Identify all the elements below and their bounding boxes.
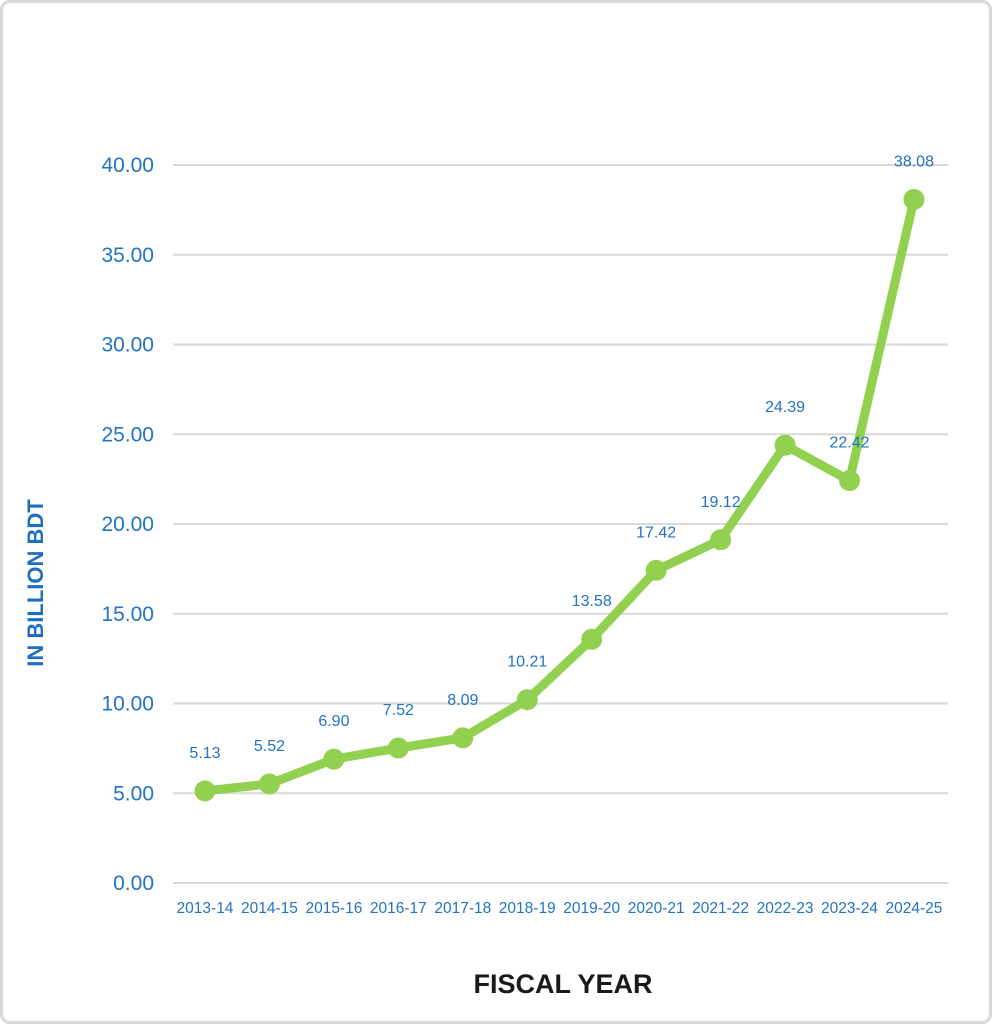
y-axis-title: IN BILLION BDT (23, 499, 48, 667)
x-axis-tick-label: 2022-23 (757, 900, 814, 917)
data-point-label: 5.52 (254, 738, 285, 755)
x-axis-tick-label: 2013-14 (177, 900, 234, 917)
data-point-label: 13.58 (572, 593, 612, 610)
data-point-marker (774, 434, 796, 456)
data-point-marker (645, 559, 667, 581)
x-axis-tick-label: 2015-16 (305, 900, 362, 917)
y-axis-tick-label: 25.00 (101, 423, 154, 446)
data-point-marker (387, 737, 409, 759)
y-axis-tick-label: 0.00 (113, 872, 154, 895)
y-axis-tick-label: 40.00 (101, 154, 154, 177)
x-axis-tick-label: 2016-17 (370, 900, 427, 917)
data-point-marker (581, 628, 603, 650)
x-axis-tick-label: 2019-20 (563, 900, 620, 917)
data-point-marker (710, 529, 732, 551)
data-point-label: 7.52 (383, 702, 414, 719)
data-point-label: 6.90 (318, 713, 349, 730)
data-labels-layer: 5.13 5.52 6.90 7.52 8.09 10.21 13.58 17.42 19.12… (189, 153, 934, 761)
data-point-label: 38.08 (894, 153, 934, 170)
data-point-marker (194, 780, 216, 802)
data-point-label: 17.42 (636, 524, 676, 541)
x-axis-tick-label: 2020-21 (628, 900, 685, 917)
data-point-marker (516, 689, 538, 711)
x-axis-tick-label: 2014-15 (241, 900, 298, 917)
x-axis-tick-label: 2024-25 (886, 900, 943, 917)
data-point-label: 19.12 (701, 494, 741, 511)
data-point-marker (903, 188, 925, 210)
data-point-marker (323, 748, 345, 770)
axis-ticks-layer: 0.00 5.00 10.00 15.00 20.00 25.00 30.00 35.00 40… (101, 154, 942, 917)
data-point-marker (452, 727, 474, 749)
gridlines-layer (173, 164, 948, 884)
y-axis-tick-label: 5.00 (113, 782, 154, 805)
y-axis-tick-label: 20.00 (101, 513, 154, 536)
x-axis-title: FISCAL YEAR (473, 969, 652, 999)
data-point-marker (258, 773, 280, 795)
x-axis-tick-label: 2021-22 (692, 900, 749, 917)
y-axis-tick-label: 10.00 (101, 693, 154, 716)
data-point-label: 10.21 (507, 654, 547, 671)
data-point-marker (839, 470, 860, 492)
data-point-label: 5.13 (189, 745, 220, 762)
series-line (200, 194, 919, 796)
data-point-label: 8.09 (447, 692, 478, 709)
data-point-label: 22.42 (829, 435, 869, 452)
y-axis-tick-label: 35.00 (101, 244, 154, 267)
y-axis-tick-label: 30.00 (101, 334, 154, 357)
data-point-label: 24.39 (765, 399, 805, 416)
y-axis-tick-label: 15.00 (101, 603, 154, 626)
x-axis-tick-label: 2018-19 (499, 900, 556, 917)
series-layer (194, 188, 925, 802)
x-axis-tick-label: 2017-18 (434, 900, 491, 917)
line-chart: 0.00 5.00 10.00 15.00 20.00 25.00 30.00 35.00 40… (23, 153, 948, 999)
x-axis-tick-label: 2023-24 (821, 900, 878, 917)
